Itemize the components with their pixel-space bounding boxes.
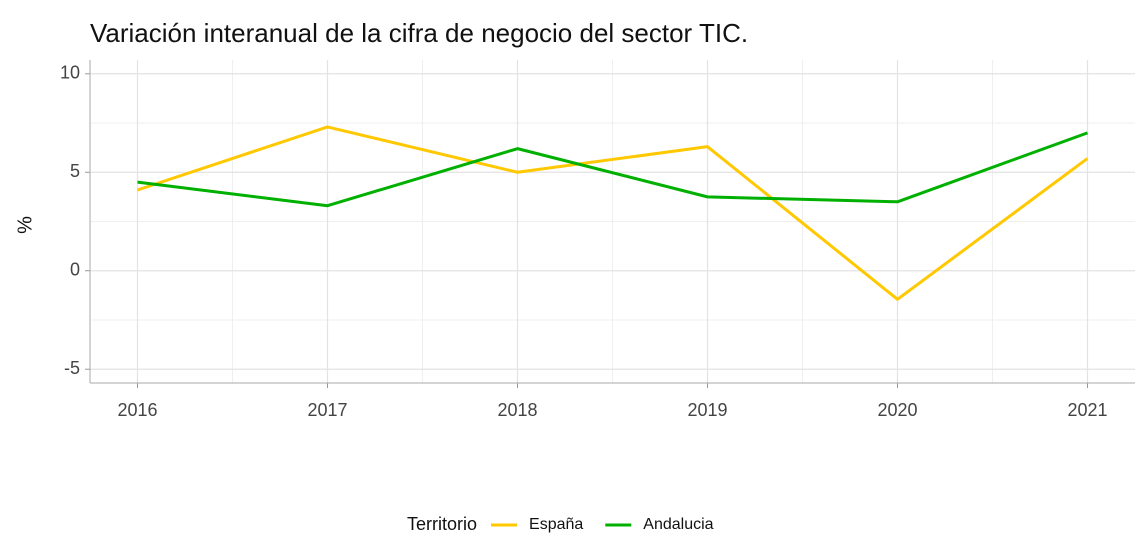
lines xyxy=(137,125,1089,301)
chart-title: Variación interanual de la cifra de nego… xyxy=(90,18,748,48)
x-tick-label: 2017 xyxy=(307,400,347,420)
x-tick-label: 2016 xyxy=(117,400,157,420)
legend-label: España xyxy=(529,516,583,533)
y-tick-label: 0 xyxy=(70,259,80,279)
x-tick-label: 2019 xyxy=(687,400,727,420)
grid: -5 0 5 10 2016 2017 2018 2019 2020 2021 xyxy=(60,60,1135,420)
series-line xyxy=(137,125,1089,301)
y-tick-label: -5 xyxy=(64,358,80,378)
x-tick-label: 2020 xyxy=(877,400,917,420)
x-tick-label: 2021 xyxy=(1067,400,1107,420)
y-tick-label: 5 xyxy=(70,161,80,181)
x-tick-label: 2018 xyxy=(497,400,537,420)
y-axis-label: % xyxy=(14,216,36,234)
y-tick-label: 10 xyxy=(60,63,80,83)
series-line xyxy=(137,131,1089,208)
legend-label: Andalucia xyxy=(643,516,713,533)
legend: Territorio España Andalucia xyxy=(407,514,714,534)
legend-title: Territorio xyxy=(407,514,477,534)
